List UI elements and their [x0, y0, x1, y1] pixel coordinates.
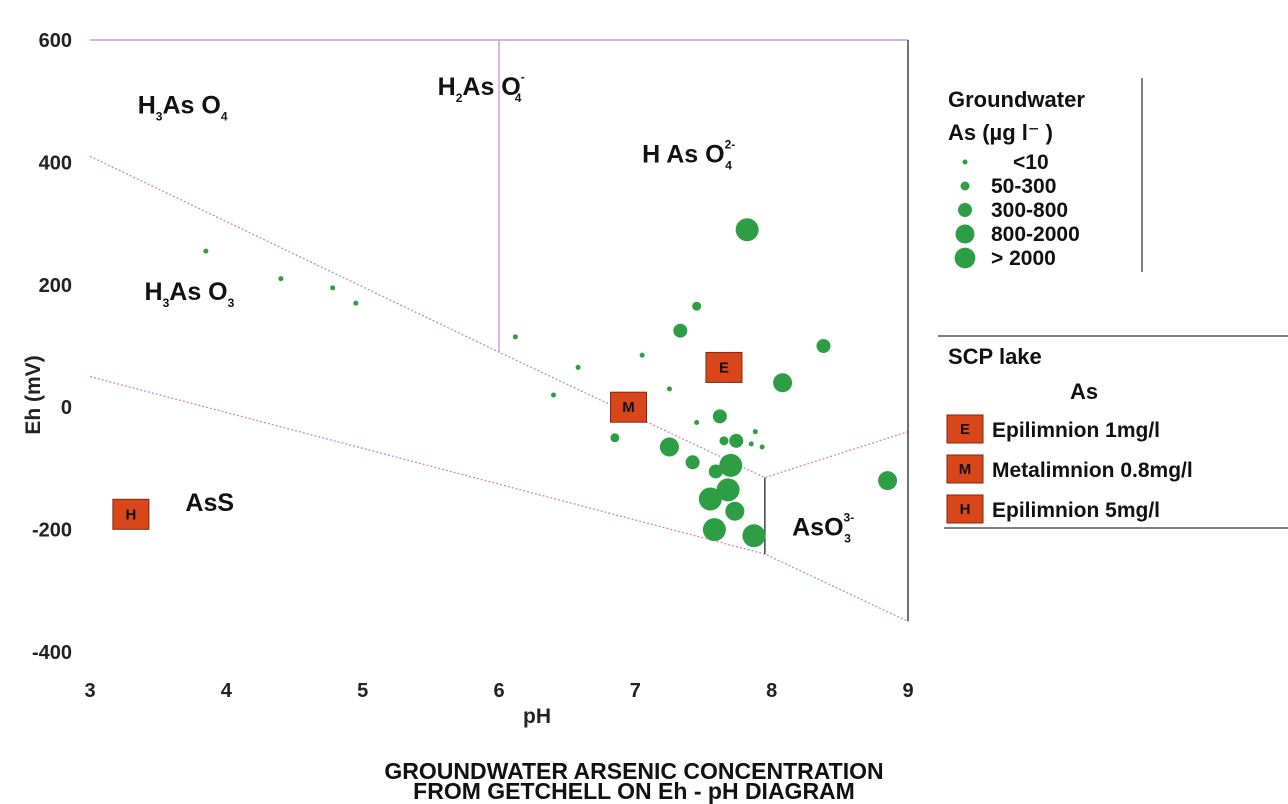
groundwater-point	[719, 453, 743, 477]
legend-groundwater-label: 50-300	[991, 175, 1056, 198]
scp-marker: H	[112, 498, 150, 530]
scp-marker: H	[946, 494, 984, 524]
groundwater-point	[725, 501, 745, 521]
groundwater-point	[673, 323, 688, 338]
groundwater-point	[729, 433, 744, 448]
x-tick-label: 3	[84, 680, 95, 702]
groundwater-point	[816, 339, 831, 353]
groundwater-points	[203, 218, 898, 548]
y-tick-label: 600	[39, 30, 72, 52]
groundwater-point	[719, 436, 729, 446]
groundwater-point	[708, 464, 723, 479]
legend-groundwater-label: 300-800	[991, 199, 1068, 222]
region-label: H2As O-4	[438, 70, 525, 105]
region-labels: H3As O4 H2As O-4 H As O2-4 H3As O3 AsS AsO3-3	[138, 70, 854, 546]
legend-scp: SCP lake As E Epilimnion 1mg/l M Metalimnio…	[938, 335, 1288, 529]
groundwater-point	[716, 478, 740, 502]
y-tick-label: 0	[61, 397, 72, 419]
groundwater-point	[685, 455, 700, 470]
legend-scp-label: Epilimnion 1mg/l	[992, 419, 1160, 442]
legend-scp-title: SCP lake	[948, 344, 1042, 369]
boundary-lines	[89, 39, 909, 622]
legend-groundwater-label: <10	[1013, 151, 1049, 174]
legend-groundwater-swatch	[955, 224, 975, 244]
y-tick-label: -400	[32, 642, 72, 664]
y-axis-label: Eh (mV)	[22, 355, 45, 434]
region-label: H3As O3	[145, 278, 235, 310]
legend-groundwater-swatch	[954, 247, 976, 269]
legend-scp-label: Epilimnion 5mg/l	[992, 499, 1160, 522]
groundwater-point	[203, 248, 209, 254]
groundwater-point	[610, 433, 620, 443]
legend-scp-subtitle: As	[1070, 379, 1098, 404]
x-axis-label: pH	[523, 705, 551, 728]
groundwater-point	[692, 301, 702, 311]
groundwater-point	[278, 276, 284, 282]
scp-marker-letter: M	[959, 461, 972, 478]
groundwater-point	[878, 471, 898, 491]
x-tick-label: 4	[221, 680, 233, 702]
chart-title: GROUNDWATER ARSENIC CONCENTRATION FROM GE…	[384, 758, 883, 804]
y-tick-label: -200	[32, 520, 72, 542]
groundwater-point	[752, 429, 758, 435]
scp-markers: E M H	[112, 351, 743, 530]
groundwater-point	[702, 518, 726, 542]
groundwater-point	[742, 524, 766, 548]
x-tick-label: 6	[493, 680, 504, 702]
groundwater-point	[639, 352, 645, 358]
region-label: AsS	[185, 489, 234, 517]
legend-groundwater-swatch	[962, 159, 968, 165]
region-label: H As O2-4	[642, 137, 735, 172]
axis-ticks: 3 4 5 6 7 8 9 600 400 200 0 -200 -400	[32, 30, 914, 702]
groundwater-point	[773, 373, 793, 393]
legend-groundwater-label: > 2000	[991, 247, 1056, 270]
x-tick-label: 7	[630, 680, 641, 702]
groundwater-point	[712, 409, 727, 424]
x-tick-label: 5	[357, 680, 368, 702]
scp-marker-letter: H	[960, 501, 971, 518]
legend-groundwater-swatch	[958, 203, 972, 217]
scp-marker-letter: E	[719, 359, 729, 376]
scp-marker: M	[610, 391, 648, 423]
scp-marker: E	[946, 414, 984, 444]
scp-marker-letter: E	[960, 421, 970, 438]
scp-marker-letter: H	[125, 506, 136, 523]
scp-marker-letter: M	[622, 399, 635, 416]
groundwater-point	[512, 334, 518, 340]
legend-scp-items: E Epilimnion 1mg/l M Metalimnion 0.8mg/l H Ep…	[946, 414, 1193, 524]
region-label: AsO3-3	[792, 511, 854, 546]
groundwater-point	[330, 285, 336, 291]
groundwater-point	[759, 444, 765, 450]
y-tick-label: 400	[39, 152, 72, 174]
x-tick-label: 9	[902, 680, 913, 702]
groundwater-point	[659, 437, 679, 457]
y-tick-label: 200	[39, 275, 72, 297]
groundwater-point	[353, 300, 359, 306]
legend-groundwater-title: Groundwater	[948, 87, 1085, 112]
groundwater-point	[575, 364, 581, 370]
groundwater-point	[698, 487, 722, 511]
groundwater-point	[694, 420, 700, 425]
x-tick-label: 8	[766, 680, 777, 702]
region-label: H3As O4	[138, 91, 228, 123]
groundwater-point	[735, 218, 759, 242]
groundwater-point	[666, 386, 672, 392]
legend-groundwater: Groundwater As (µg l⁻ ) <1050-300300-800…	[948, 78, 1143, 272]
legend-groundwater-unit: As (µg l⁻ )	[948, 120, 1053, 145]
legend-groundwater-swatch	[960, 181, 970, 191]
groundwater-point	[551, 392, 557, 398]
legend-groundwater-label: 800-2000	[991, 223, 1080, 246]
scp-marker: E	[705, 351, 743, 383]
groundwater-point	[748, 441, 754, 447]
legend-scp-label: Metalimnion 0.8mg/l	[992, 459, 1193, 482]
scp-marker: M	[946, 454, 984, 484]
